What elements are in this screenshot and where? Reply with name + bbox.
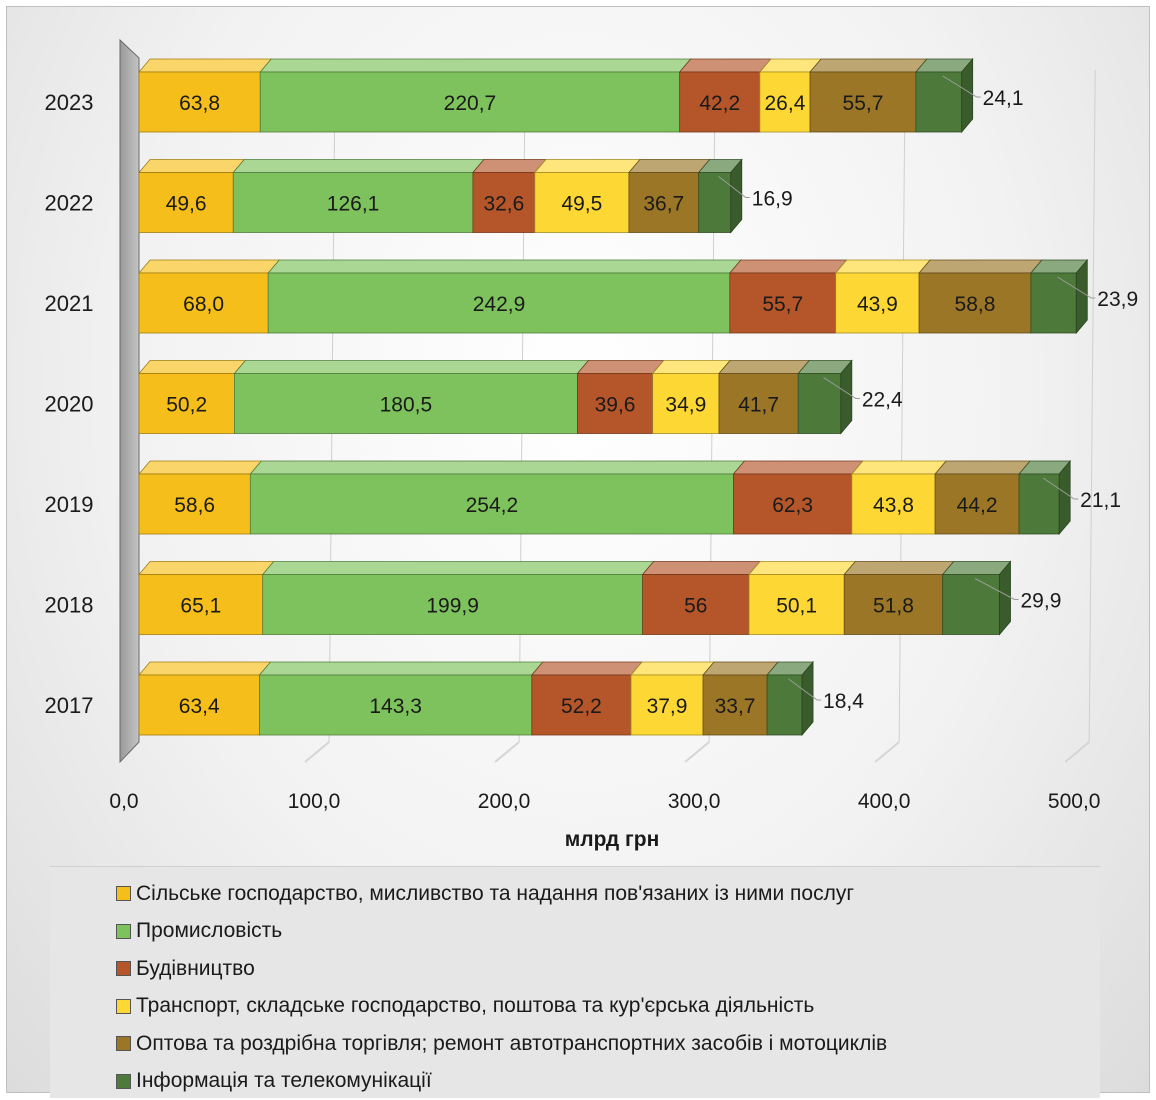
category-label: 2018 — [45, 593, 94, 618]
bar-segment — [699, 160, 742, 233]
data-label: 50,2 — [166, 394, 207, 417]
bar-segment — [916, 59, 973, 132]
category-label: 2022 — [45, 191, 94, 216]
x-tick-label: 100,0 — [288, 790, 341, 813]
legend-swatch — [116, 999, 131, 1014]
data-label: 24,1 — [983, 87, 1024, 110]
data-label: 43,9 — [857, 293, 898, 316]
legend-label: Оптова та роздрібна торгівля; ремонт авт… — [136, 1032, 887, 1056]
bar-segment — [943, 562, 1011, 635]
data-label: 34,9 — [665, 394, 706, 417]
data-label: 63,8 — [179, 92, 220, 115]
grid-floor-line — [875, 742, 899, 762]
data-label: 56 — [684, 595, 707, 618]
legend-swatch — [116, 961, 131, 976]
data-label: 199,9 — [426, 595, 479, 618]
legend-label: Транспорт, складське господарство, пошто… — [136, 994, 814, 1018]
data-label: 33,7 — [715, 695, 756, 718]
legend-item: Будівництво — [116, 950, 1100, 988]
legend-item: Промисловість — [116, 913, 1100, 951]
grid-line — [1089, 70, 1095, 742]
data-label: 21,1 — [1080, 489, 1121, 512]
data-label: 32,6 — [483, 193, 524, 216]
grid-floor-line — [1065, 742, 1089, 762]
legend-item: Інформація та телекомунікації — [116, 1063, 1100, 1100]
grid-floor-line — [305, 742, 329, 762]
grid-floor-line — [685, 742, 709, 762]
data-label: 65,1 — [180, 595, 221, 618]
grid-floor-line — [495, 742, 519, 762]
legend-item: Транспорт, складське господарство, пошто… — [116, 988, 1100, 1026]
data-label: 52,2 — [561, 695, 602, 718]
data-label: 44,2 — [957, 494, 998, 517]
data-label: 49,6 — [166, 193, 207, 216]
x-tick-label: 0,0 — [109, 790, 138, 813]
data-label: 55,7 — [843, 92, 884, 115]
legend-label: Сільське господарство, мисливство та над… — [136, 882, 854, 906]
left-side-wall — [120, 40, 139, 762]
legend-item: Оптова та роздрібна торгівля; ремонт авт… — [116, 1025, 1100, 1063]
legend-swatch — [116, 1074, 131, 1089]
legend-swatch — [116, 1036, 131, 1051]
data-label: 50,1 — [776, 595, 817, 618]
data-label: 58,8 — [955, 293, 996, 316]
data-label: 58,6 — [174, 494, 215, 517]
data-label: 26,4 — [765, 92, 806, 115]
legend-label: Інформація та телекомунікації — [136, 1069, 432, 1093]
data-label: 180,5 — [380, 394, 433, 417]
data-label: 49,5 — [561, 193, 602, 216]
data-label: 143,3 — [369, 695, 422, 718]
legend-swatch — [116, 924, 131, 939]
data-label: 42,2 — [699, 92, 740, 115]
data-label: 29,9 — [1021, 590, 1062, 613]
data-label: 55,7 — [762, 293, 803, 316]
bar-segment — [767, 662, 813, 735]
category-label: 2017 — [45, 693, 94, 718]
data-label: 220,7 — [444, 92, 497, 115]
x-tick-label: 500,0 — [1048, 790, 1101, 813]
data-label: 16,9 — [752, 188, 793, 211]
data-label: 18,4 — [823, 690, 864, 713]
data-label: 39,6 — [595, 394, 636, 417]
data-label: 36,7 — [643, 193, 684, 216]
axes: 0,0 100,0 200,0 300,0 400,0 500,0 — [109, 790, 1100, 813]
legend: Сільське господарство, мисливство та над… — [50, 866, 1100, 1098]
category-label: 2020 — [45, 392, 94, 417]
x-axis-title: млрд грн — [565, 828, 660, 851]
bar-segment — [1019, 461, 1070, 534]
data-label: 51,8 — [873, 595, 914, 618]
data-label: 43,8 — [873, 494, 914, 517]
data-label: 126,1 — [327, 193, 380, 216]
legend-label: Будівництво — [136, 957, 255, 981]
data-label: 22,4 — [862, 389, 903, 412]
data-label: 63,4 — [179, 695, 220, 718]
data-label: 41,7 — [738, 394, 779, 417]
bar-segment — [798, 361, 852, 434]
category-label: 2019 — [45, 492, 94, 517]
data-label: 254,2 — [466, 494, 519, 517]
category-label: 2023 — [45, 90, 94, 115]
x-tick-label: 300,0 — [668, 790, 721, 813]
legend-item: Сільське господарство, мисливство та над… — [116, 875, 1100, 913]
data-label: 68,0 — [183, 293, 224, 316]
data-label: 242,9 — [473, 293, 526, 316]
data-label: 23,9 — [1097, 288, 1138, 311]
legend-label: Промисловість — [136, 919, 282, 943]
category-label: 2021 — [45, 291, 94, 316]
x-tick-label: 400,0 — [858, 790, 911, 813]
bar-segment — [1031, 260, 1087, 333]
x-tick-label: 200,0 — [478, 790, 531, 813]
data-label: 62,3 — [772, 494, 813, 517]
legend-swatch — [116, 886, 131, 901]
data-label: 37,9 — [647, 695, 688, 718]
